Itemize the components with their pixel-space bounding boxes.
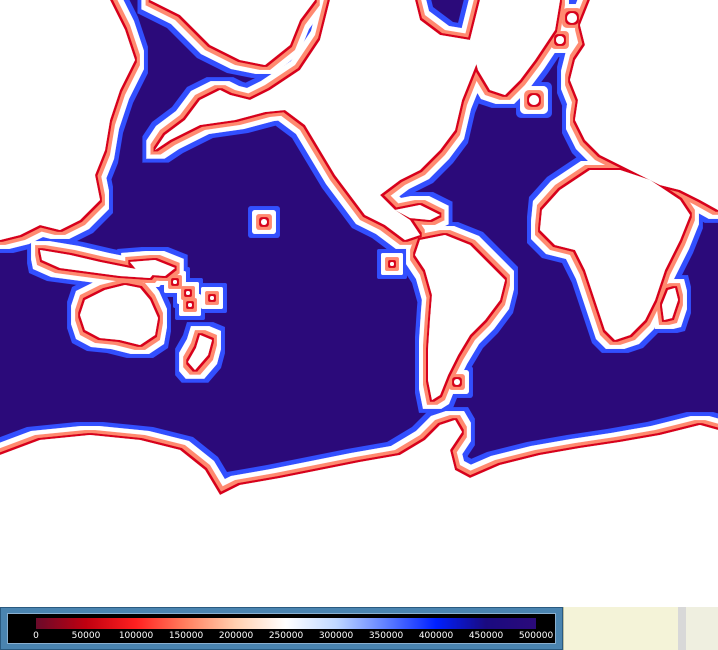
- legend-color-ramp: [36, 618, 536, 629]
- landmass-pacific-island: [186, 291, 190, 295]
- landmass-africa: [540, 170, 690, 340]
- landmass-iceland: [529, 95, 539, 105]
- legend-tick-label: 400000: [418, 631, 454, 641]
- landmass-pacific-island: [188, 303, 192, 307]
- landmass-arctic-island: [567, 13, 577, 23]
- landmass-new-guinea: [130, 260, 175, 276]
- legend-colorbar: 0 50000 100000 150000 200000 250000 300000 3500…: [7, 613, 556, 644]
- legend-tick-label: 250000: [268, 631, 304, 641]
- landmass-antarctica: [0, 420, 718, 530]
- landmass-madagascar: [662, 288, 678, 320]
- legend-tick-label: 100000: [118, 631, 154, 641]
- landmass-east-asia: [0, 0, 135, 240]
- legend-tick-label: 200000: [218, 631, 254, 641]
- landmass-galapagos: [390, 262, 394, 266]
- landmass-arctic-island: [556, 36, 564, 44]
- legend-tick-label: 50000: [71, 631, 101, 641]
- distance-map[interactable]: [0, 0, 718, 530]
- landmass-new-zealand: [188, 335, 212, 370]
- landmass-south-america: [415, 235, 505, 400]
- legend-tick-label: 450000: [468, 631, 504, 641]
- landmass-greenland: [470, 0, 560, 95]
- scrollbar[interactable]: [678, 607, 686, 650]
- landmass-caribbean: [395, 205, 440, 220]
- right-panel: [686, 607, 718, 650]
- landmass-north-america: [150, 0, 480, 240]
- legend-tick-label: 350000: [368, 631, 404, 641]
- legend-tick-label: 500000: [518, 631, 554, 641]
- landmass-falklands: [454, 379, 460, 385]
- landmass-pacific-island: [210, 296, 214, 300]
- legend-tick-label: 150000: [168, 631, 204, 641]
- landmass-australia: [80, 285, 158, 345]
- legend-tick-label: 300000: [318, 631, 354, 641]
- landmass-eurasia: [570, 0, 718, 210]
- legend-panel: 0 50000 100000 150000 200000 250000 300000 3500…: [0, 607, 563, 650]
- landmass-pacific-island: [173, 280, 177, 284]
- landmass-hawaii: [261, 219, 267, 225]
- landmass-indonesia: [40, 250, 155, 278]
- legend-tick-label: 0: [33, 631, 39, 641]
- side-panel: [563, 607, 678, 650]
